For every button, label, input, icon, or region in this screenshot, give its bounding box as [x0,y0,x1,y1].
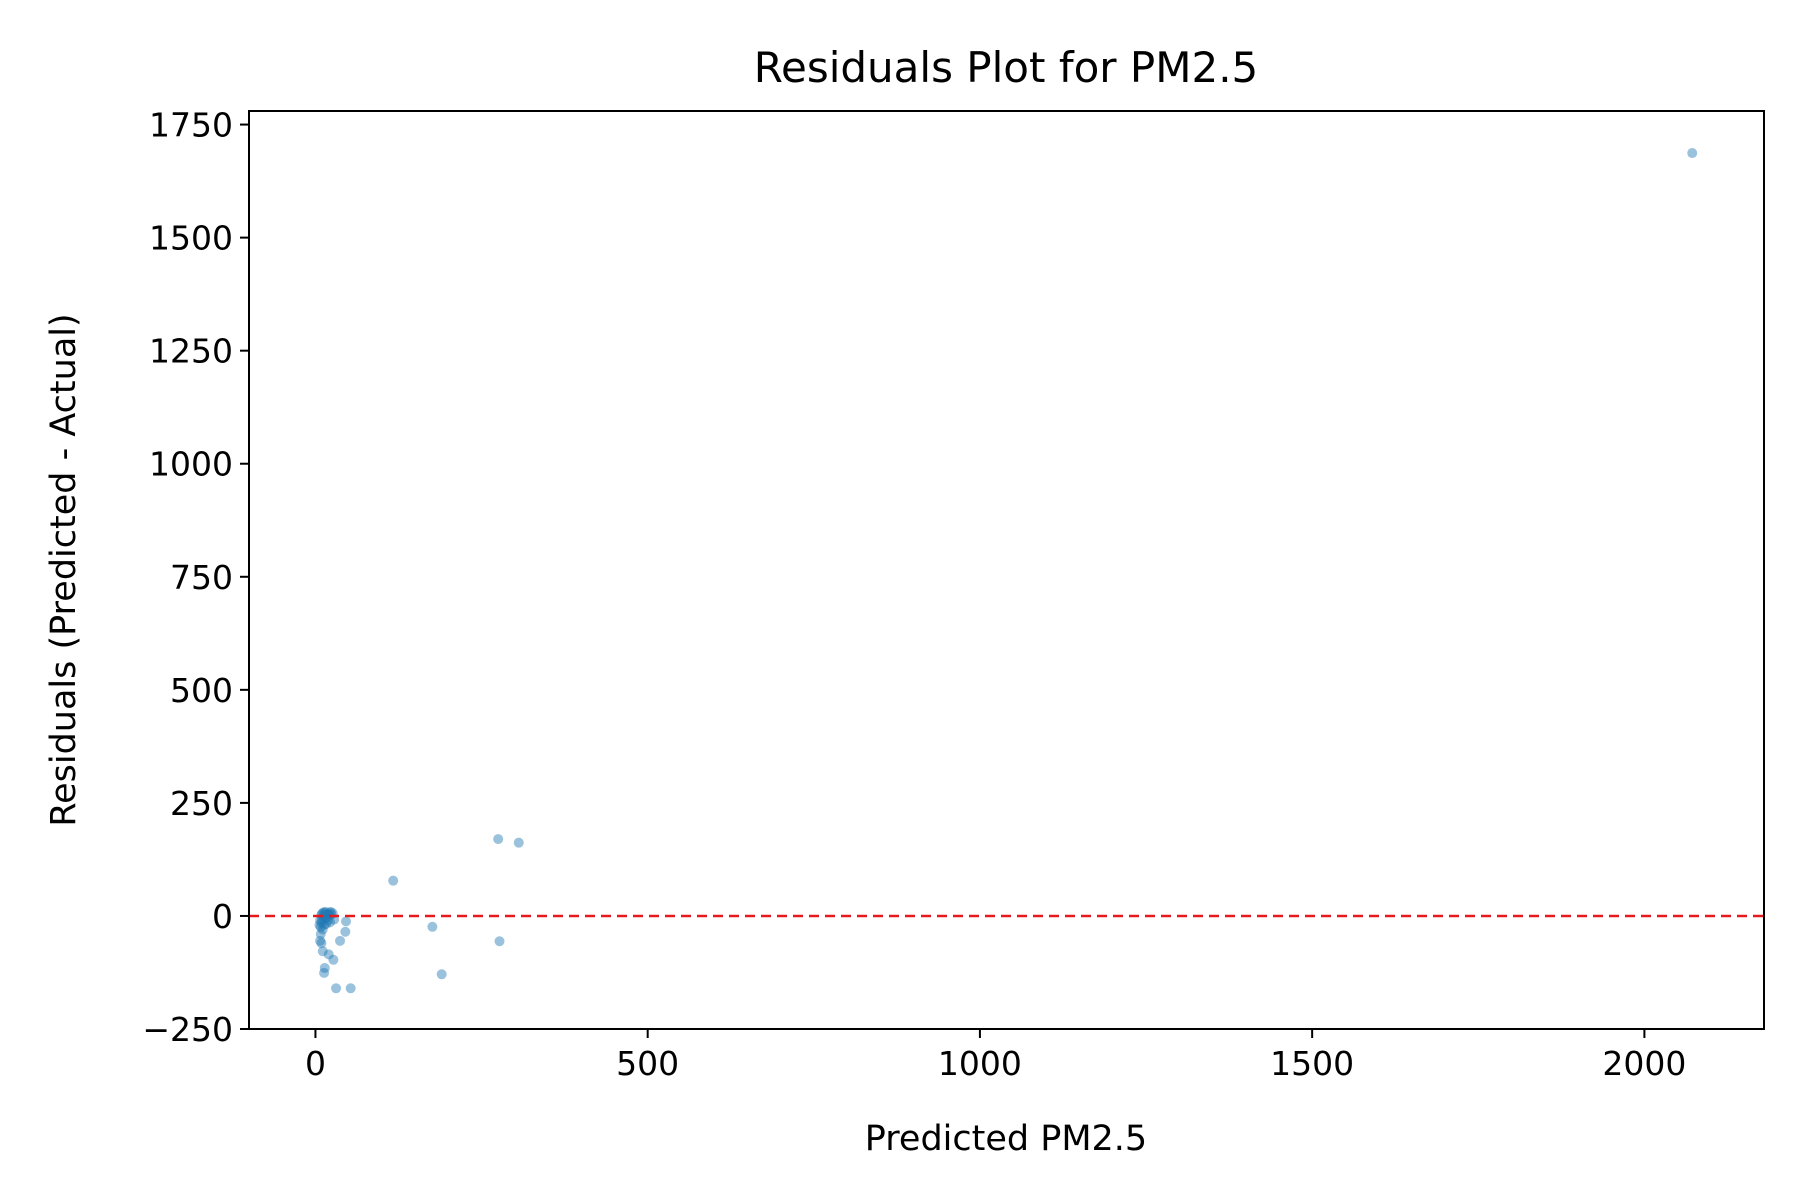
scatter-point [319,967,330,978]
x-tick-label: 0 [305,1044,326,1083]
scatter-point [494,936,505,947]
scatter-point [317,924,328,935]
x-tick-label: 500 [616,1044,679,1083]
scatter-point [317,946,328,957]
x-tick-label: 1000 [938,1044,1022,1083]
scatter-point [319,919,330,930]
scatter-point [513,837,524,848]
scatter-point [320,906,331,917]
scatter-point [340,926,351,937]
scatter-point [341,916,352,927]
scatter-point [493,834,504,845]
y-tick-label: 250 [170,784,233,823]
scatter-point [436,969,447,980]
y-tick-label: 750 [170,558,233,597]
scatter-point [335,935,346,946]
y-tick-label: 1000 [149,445,233,484]
scatter-point [325,906,336,917]
scatter-point [323,915,334,926]
points-layer [314,148,1698,994]
scatter-point [315,922,326,933]
x-axis: 0 500 1000 1500 2000 [305,1029,1686,1083]
x-tick-label: 2000 [1602,1044,1686,1083]
scatter-point [323,910,334,921]
scatter-point [315,935,326,946]
scatter-point [1687,148,1698,159]
scatter-point [314,919,325,930]
y-tick-label: −250 [142,1010,233,1049]
y-tick-label: 1250 [149,332,233,371]
scatter-point [427,921,438,932]
scatter-point [316,917,327,928]
y-axis-label: Residuals (Predicted - Actual) [44,313,84,826]
scatter-point [388,875,399,886]
scatter-point [321,919,332,930]
scatter-point [315,915,326,926]
scatter-point [345,983,356,994]
chart-title: Residuals Plot for PM2.5 [754,43,1259,92]
scatter-point [319,962,330,973]
scatter-point [328,954,339,965]
scatter-point [331,983,342,994]
scatter-point [315,929,326,940]
scatter-point [325,917,336,928]
scatter-point [316,938,327,949]
plot-frame [248,110,1765,1030]
scatter-point [318,911,329,922]
y-tick-label: 1500 [149,219,233,258]
y-tick-label: 0 [212,897,233,936]
x-tick-label: 1500 [1270,1044,1354,1083]
x-axis-label: Predicted PM2.5 [865,1119,1147,1159]
scatter-point [323,949,334,960]
y-tick-label: 500 [170,671,233,710]
y-tick-label: 1750 [149,106,233,145]
y-axis: −250 0 250 500 750 1000 1250 1500 1750 [142,106,249,1049]
